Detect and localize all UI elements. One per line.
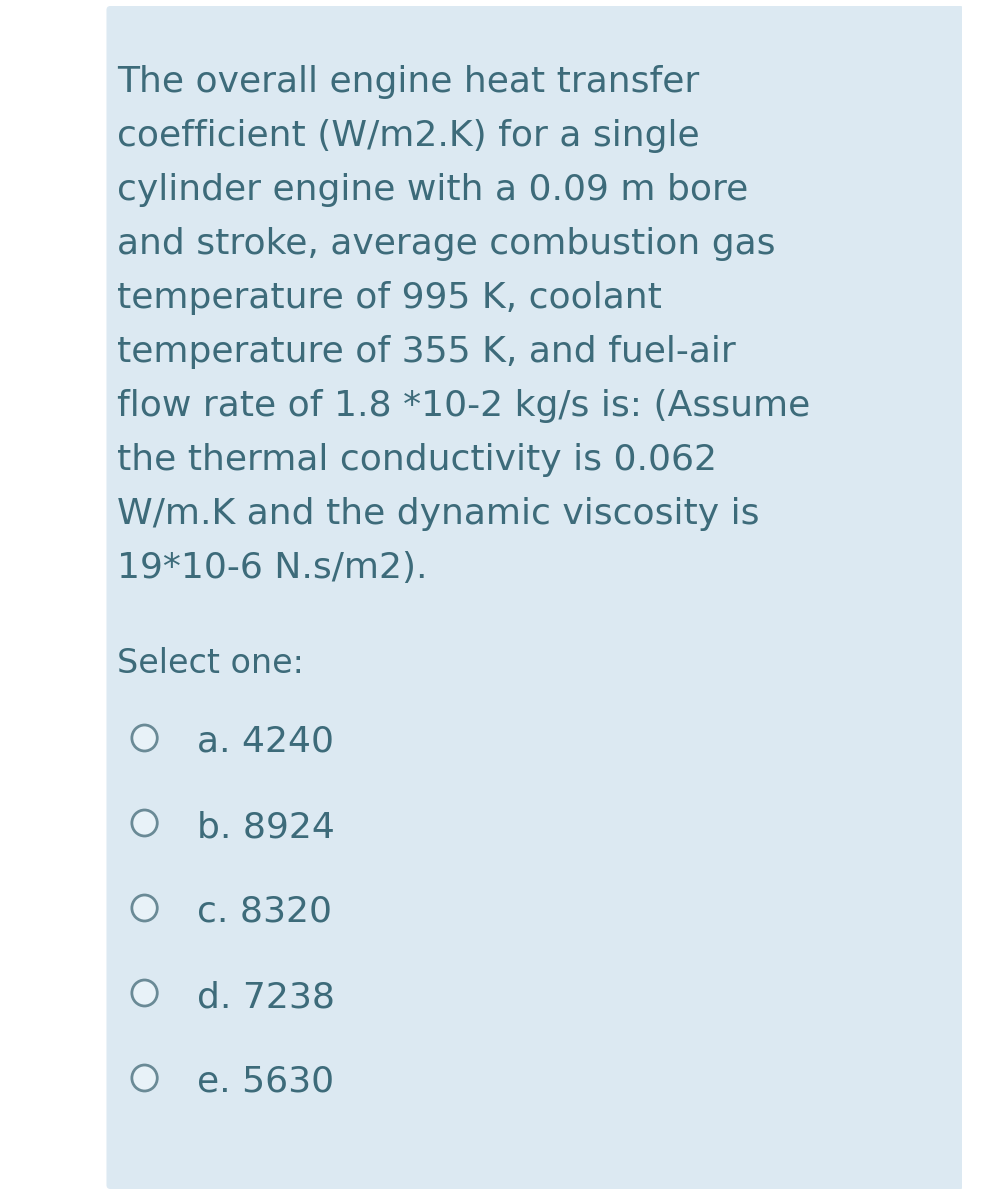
- Text: W/m.K and the dynamic viscosity is: W/m.K and the dynamic viscosity is: [117, 497, 759, 530]
- Text: the thermal conductivity is 0.062: the thermal conductivity is 0.062: [117, 443, 717, 476]
- Text: e. 5630: e. 5630: [197, 1066, 335, 1099]
- Text: cylinder engine with a 0.09 m bore: cylinder engine with a 0.09 m bore: [117, 173, 749, 206]
- Text: temperature of 995 K, coolant: temperature of 995 K, coolant: [117, 281, 662, 314]
- Text: Select one:: Select one:: [117, 647, 304, 680]
- Text: a. 4240: a. 4240: [197, 725, 334, 758]
- Text: flow rate of 1.8 *10-2 kg/s is: (Assume: flow rate of 1.8 *10-2 kg/s is: (Assume: [117, 389, 811, 422]
- Circle shape: [132, 895, 158, 922]
- Circle shape: [132, 810, 158, 836]
- Circle shape: [132, 980, 158, 1006]
- Text: c. 8320: c. 8320: [197, 895, 332, 929]
- Text: d. 7238: d. 7238: [197, 980, 335, 1014]
- Text: and stroke, average combustion gas: and stroke, average combustion gas: [117, 227, 776, 260]
- FancyBboxPatch shape: [106, 6, 964, 1189]
- Circle shape: [132, 1066, 158, 1091]
- Text: 19*10-6 N.s/m2).: 19*10-6 N.s/m2).: [117, 551, 427, 584]
- Circle shape: [132, 725, 158, 751]
- Text: temperature of 355 K, and fuel-air: temperature of 355 K, and fuel-air: [117, 335, 736, 370]
- Text: b. 8924: b. 8924: [197, 810, 335, 844]
- Text: The overall engine heat transfer: The overall engine heat transfer: [117, 65, 699, 98]
- Text: coefficient (W/m2.K) for a single: coefficient (W/m2.K) for a single: [117, 119, 699, 152]
